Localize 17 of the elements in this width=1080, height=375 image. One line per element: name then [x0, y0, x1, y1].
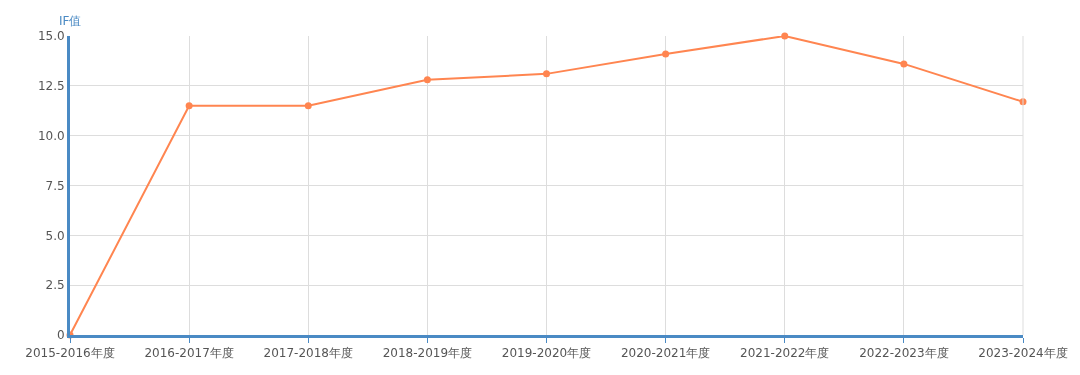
x-tick-label: 2015-2016年度 — [25, 346, 115, 361]
x-tick-label: 2017-2018年度 — [263, 346, 353, 361]
y-tick-label: 0 — [56, 328, 65, 343]
x-tick-label: 2021-2022年度 — [740, 346, 830, 361]
y-tick-label: 10.0 — [37, 128, 65, 143]
y-tick-label: 7.5 — [45, 178, 65, 193]
x-tick-label: 2022-2023年度 — [859, 346, 949, 361]
x-tick-label: 2019-2020年度 — [501, 346, 592, 361]
y-tick-label: 12.5 — [37, 79, 65, 94]
x-tick-label: 2016-2017年度 — [144, 346, 234, 361]
y-axis-title: IF值 — [59, 14, 82, 28]
x-tick-label: 2023-2024年度 — [978, 346, 1068, 361]
y-tick-label: 5.0 — [45, 228, 65, 243]
x-tick-label: 2020-2021年度 — [620, 346, 711, 361]
y-tick-label: 15.0 — [37, 29, 65, 44]
y-tick-label: 2.5 — [45, 278, 65, 293]
x-tick-label: 2018-2019年度 — [382, 346, 473, 361]
